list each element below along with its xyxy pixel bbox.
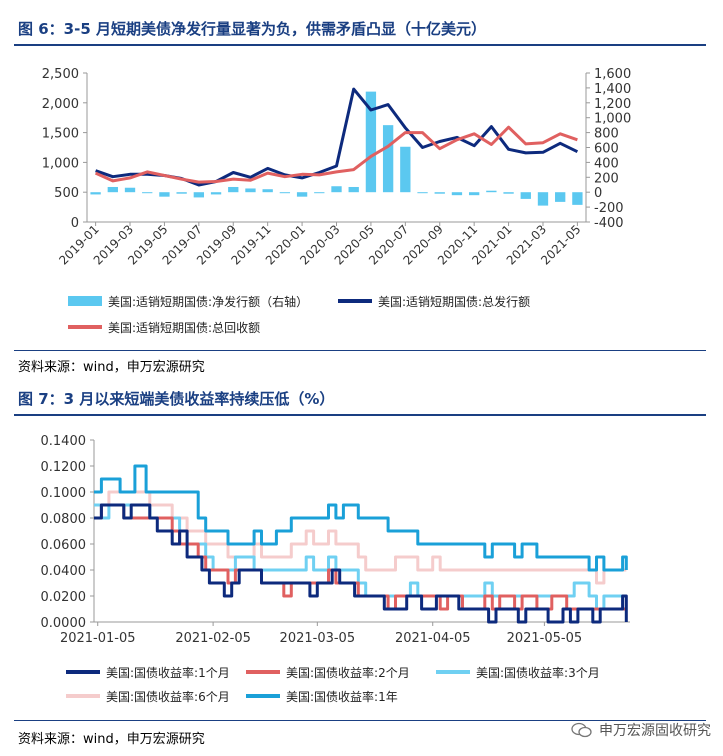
net-issuance-bar xyxy=(486,190,497,193)
legend-label: 美国:国债收益率:2个月 xyxy=(286,665,410,680)
y-tick-label: 0.0000 xyxy=(41,616,87,631)
legend-label: 美国:国债收益率:1个月 xyxy=(106,665,230,680)
right-tick-label: 1,400 xyxy=(594,82,631,97)
legend-label: 美国:适销短期国债:总发行额 xyxy=(378,294,530,309)
y-tick-label: 0.0600 xyxy=(41,538,87,553)
net-issuance-bar xyxy=(555,192,566,202)
y-tick-label: 0.0800 xyxy=(41,512,87,527)
watermark: 申万宏源固收研究 xyxy=(571,720,711,740)
legend-label: 美国:适销短期国债:总回收额 xyxy=(108,321,260,335)
right-tick-label: 1,200 xyxy=(594,97,631,112)
x-tick-label: 2021-04-05 xyxy=(395,631,471,646)
figure6-source: 资料来源：wind，申万宏源研究 xyxy=(18,360,205,375)
legend-label: 美国:国债收益率:3个月 xyxy=(476,665,600,680)
figure6-chart: 05001,0001,5002,0002,500-400-20002004006… xyxy=(42,67,631,335)
net-issuance-bar xyxy=(331,186,342,193)
net-issuance-bar xyxy=(365,91,377,193)
net-issuance-bar xyxy=(193,192,205,198)
net-issuance-bar xyxy=(400,146,411,193)
figure6-bottom-rule xyxy=(14,350,706,351)
net-issuance-bar xyxy=(124,187,136,193)
yield-6m-line xyxy=(94,490,627,585)
right-tick-label: 600 xyxy=(594,142,619,157)
right-tick-label: 800 xyxy=(594,127,619,142)
net-issuance-bar xyxy=(245,188,256,193)
right-tick-label: -400 xyxy=(594,216,624,231)
y-tick-label: 0.1400 xyxy=(41,434,87,449)
figure7-title: 图 7：3 月以来短端美债收益率持续压低（%） xyxy=(18,390,335,408)
net-issuance-bar xyxy=(262,189,273,193)
total-redemption-line xyxy=(94,125,578,184)
net-issuance-bar xyxy=(417,192,428,194)
net-issuance-bar xyxy=(434,192,445,194)
right-tick-label: 1,000 xyxy=(594,112,631,127)
net-issuance-bar xyxy=(314,192,325,194)
x-tick-label: 2021-02-05 xyxy=(175,631,251,646)
y-tick-label: 0.1200 xyxy=(41,460,87,475)
net-issuance-bar xyxy=(451,192,463,196)
net-issuance-bar xyxy=(382,125,394,193)
right-tick-label: -200 xyxy=(594,201,624,216)
left-tick-label: 2,500 xyxy=(42,67,79,82)
net-issuance-bar xyxy=(176,192,187,194)
figure7-bottom-rule xyxy=(14,720,706,721)
net-issuance-bar xyxy=(537,192,549,206)
left-tick-label: 0 xyxy=(71,216,79,231)
left-tick-label: 500 xyxy=(54,186,79,201)
net-issuance-bar xyxy=(142,192,153,194)
wechat-icon xyxy=(571,722,592,738)
figure7-source: 资料来源：wind，申万宏源研究 xyxy=(18,732,205,747)
legend-label: 美国:国债收益率:6个月 xyxy=(106,689,230,704)
right-tick-label: 400 xyxy=(594,156,619,171)
legend-label: 美国:适销短期国债:净发行额（右轴） xyxy=(108,294,308,309)
net-issuance-bar xyxy=(210,192,222,195)
y-tick-label: 0.0400 xyxy=(41,564,87,579)
left-tick-label: 1,500 xyxy=(42,127,79,142)
net-issuance-bar xyxy=(468,192,480,196)
net-issuance-bar xyxy=(572,192,583,205)
legend-swatch-bar xyxy=(68,296,102,306)
figure6-title: 图 6：3-5 月短期美债净发行量显著为负，供需矛盾凸显（十亿美元） xyxy=(18,20,486,38)
x-tick-label: 2021-05-05 xyxy=(507,631,583,646)
left-tick-label: 1,000 xyxy=(42,156,79,171)
net-issuance-bar xyxy=(228,186,239,193)
y-tick-label: 0.0200 xyxy=(41,590,87,605)
yield-1y-line xyxy=(94,464,628,572)
net-issuance-bar xyxy=(520,192,531,199)
right-tick-label: 200 xyxy=(594,171,619,186)
watermark-text: 申万宏源固收研究 xyxy=(599,723,711,739)
net-issuance-bar xyxy=(159,192,170,197)
figure7-chart: 0.0000 0.0200 0.0400 0.0600 0.0800 0.1000 0.12… xyxy=(41,434,630,704)
left-tick-label: 2,000 xyxy=(42,97,79,112)
figure6-top-rule xyxy=(14,44,706,46)
x-tick-label: 2021-01-05 xyxy=(60,631,136,646)
net-issuance-bar xyxy=(296,192,308,197)
net-issuance-bar xyxy=(503,192,514,194)
right-tick-label: 0 xyxy=(594,186,602,201)
y-tick-label: 0.1000 xyxy=(41,486,87,501)
yield-1m-line xyxy=(94,503,628,624)
figure7-top-rule xyxy=(14,414,706,416)
net-issuance-bar xyxy=(90,192,101,195)
legend-label: 美国:国债收益率:1年 xyxy=(286,689,398,704)
x-tick-label: 2021-03-05 xyxy=(280,631,356,646)
net-issuance-bar xyxy=(348,186,359,193)
net-issuance-bar xyxy=(107,186,118,193)
right-tick-label: 1,600 xyxy=(594,67,631,82)
net-issuance-bar xyxy=(279,192,291,194)
